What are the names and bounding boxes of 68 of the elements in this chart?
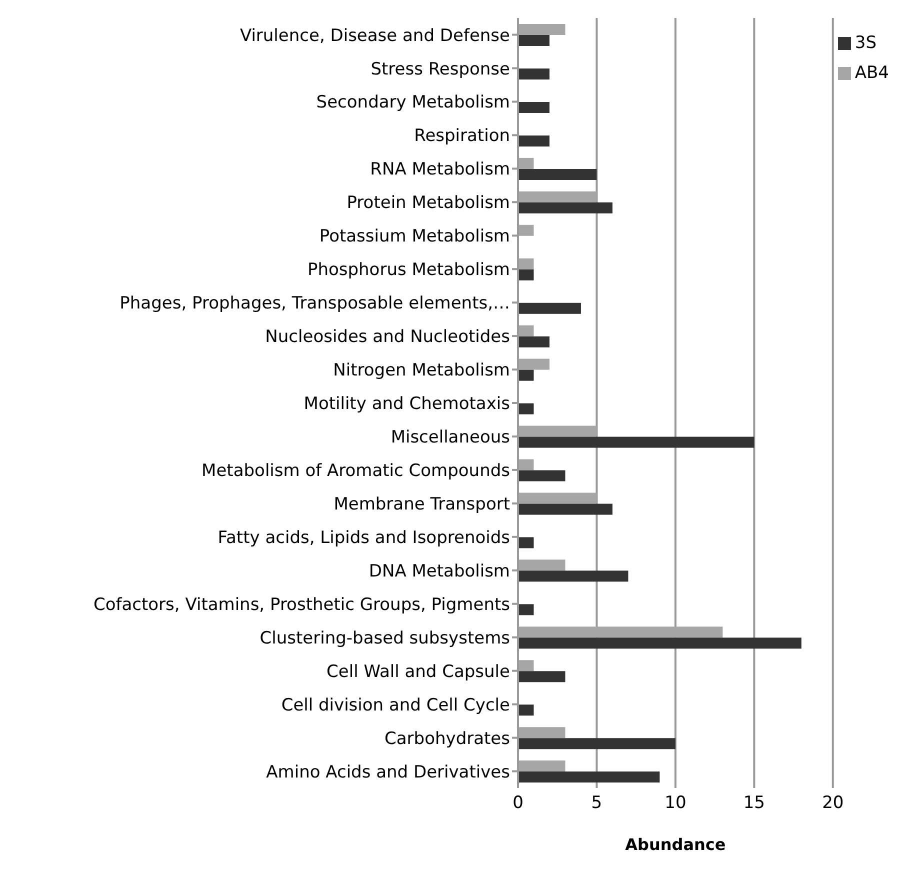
y-tick-label: Potassium Metabolism (319, 226, 510, 247)
x-tick-label: 5 (591, 793, 602, 814)
bar (518, 358, 550, 370)
bar (518, 24, 566, 36)
bar (518, 158, 534, 169)
bar (518, 436, 754, 448)
bar (518, 135, 550, 146)
y-tick-label: Miscellaneous (390, 428, 510, 448)
x-axis-title: Abundance (625, 835, 726, 854)
y-tick-label: Cofactors, Vitamins, Prosthetic Groups, Pigments (93, 594, 510, 615)
y-tick-label: Metabolism of Aromatic Compounds (202, 460, 510, 481)
bar (518, 325, 534, 336)
bar (518, 738, 676, 750)
bar (518, 224, 534, 236)
bar (518, 35, 550, 46)
y-tick-label: Nitrogen Metabolism (333, 360, 510, 381)
bar (518, 403, 534, 414)
y-tick-label: Amino Acids and Derivatives (266, 762, 510, 782)
bar (518, 68, 550, 80)
y-tick-label: Clustering-based subsystems (260, 628, 510, 648)
y-tick-label: Membrane Transport (334, 494, 510, 514)
y-tick-label: Protein Metabolism (346, 193, 510, 214)
bar (518, 492, 597, 504)
bar (518, 570, 628, 582)
bar (518, 191, 597, 202)
y-tick-label: Phages, Prophages, Transposable elements,… (120, 294, 510, 314)
bar (518, 426, 597, 437)
y-tick-label: Virulence, Disease and Defense (240, 26, 510, 46)
bar (518, 504, 612, 515)
x-tick-label: 0 (512, 793, 524, 814)
bar (518, 102, 550, 113)
y-tick-label: Fatty acids, Lipids and Isoprenoids (218, 528, 510, 548)
bar (518, 626, 723, 638)
y-tick-label: Secondary Metabolism (316, 92, 510, 113)
y-tick-label: Cell division and Cell Cycle (281, 695, 510, 716)
bar (518, 202, 612, 214)
bar (518, 560, 566, 571)
y-tick-label: Respiration (414, 126, 510, 146)
bar (518, 671, 566, 682)
y-tick-label: Stress Response (370, 59, 510, 80)
legend-label: 3S (854, 33, 876, 53)
bar (518, 459, 534, 470)
x-tick-label: 15 (743, 793, 765, 814)
y-tick-label: RNA Metabolism (370, 160, 510, 180)
bar (518, 704, 534, 716)
bar (518, 302, 581, 314)
x-tick-label: 10 (664, 793, 686, 814)
y-tick-label: Phosphorus Metabolism (307, 260, 510, 280)
bar (518, 772, 660, 783)
legend-label: AB4 (854, 63, 889, 83)
y-tick-label: Carbohydrates (384, 728, 510, 749)
bar (518, 604, 534, 616)
bar (518, 269, 534, 280)
y-tick-label: DNA Metabolism (368, 561, 510, 582)
bar (518, 660, 534, 672)
y-tick-label: Cell Wall and Capsule (326, 662, 510, 682)
y-tick-label: Motility and Chemotaxis (304, 394, 510, 414)
y-tick-label: Nucleosides and Nucleotides (265, 327, 510, 348)
bar (518, 537, 534, 548)
x-tick-label: 20 (822, 793, 844, 814)
bar (518, 727, 566, 738)
bar (518, 638, 802, 649)
bar (518, 760, 566, 772)
bar (518, 470, 566, 482)
bar (518, 258, 534, 270)
bar (518, 336, 550, 348)
bar (518, 168, 597, 180)
bar (518, 370, 534, 381)
